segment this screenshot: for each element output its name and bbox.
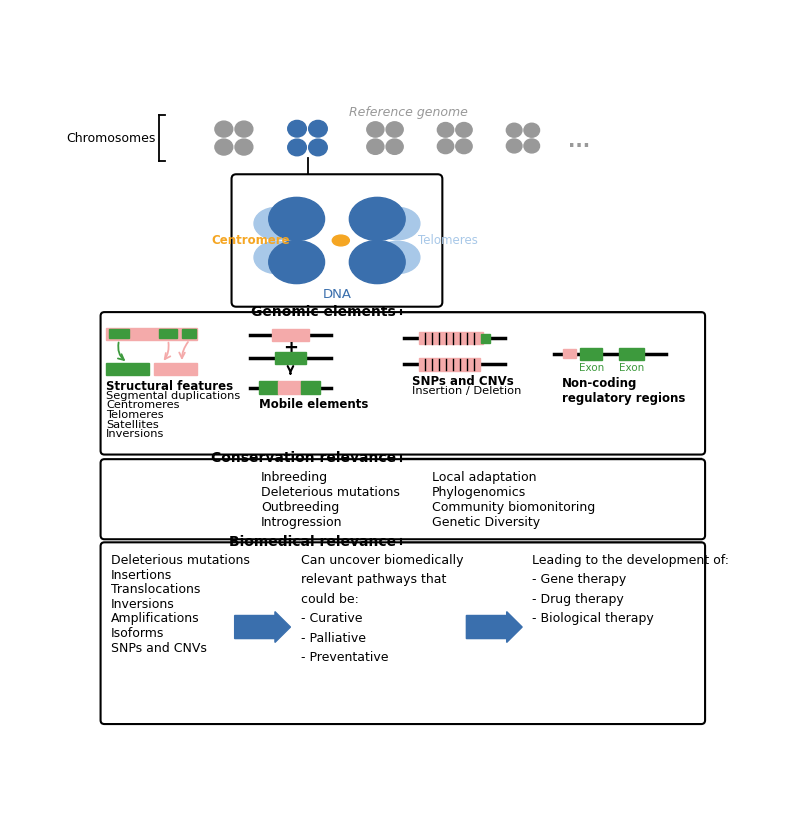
Ellipse shape: [349, 240, 405, 283]
Text: Community biomonitoring: Community biomonitoring: [432, 501, 595, 514]
Text: Mobile elements: Mobile elements: [259, 399, 369, 411]
Bar: [580, 347, 602, 359]
Text: Non-coding
regulatory regions: Non-coding regulatory regions: [562, 377, 685, 404]
Bar: [278, 382, 301, 394]
FancyBboxPatch shape: [101, 459, 705, 539]
Text: Inversions: Inversions: [111, 598, 174, 611]
Text: SNPs and CNVs: SNPs and CNVs: [412, 375, 514, 388]
Ellipse shape: [386, 139, 403, 154]
FancyArrow shape: [466, 612, 522, 642]
Ellipse shape: [235, 139, 253, 155]
Ellipse shape: [326, 232, 347, 249]
Text: Reference genome: Reference genome: [349, 105, 468, 118]
Text: Inversions: Inversions: [106, 429, 164, 440]
Bar: [564, 349, 575, 359]
Text: Translocations: Translocations: [111, 583, 200, 596]
Ellipse shape: [254, 241, 299, 274]
Ellipse shape: [309, 139, 327, 156]
Text: Genetic Diversity: Genetic Diversity: [432, 516, 540, 529]
Ellipse shape: [521, 136, 525, 140]
FancyBboxPatch shape: [101, 542, 705, 724]
FancyBboxPatch shape: [232, 174, 443, 306]
Ellipse shape: [506, 123, 522, 137]
Bar: [481, 333, 490, 343]
Text: Deleterious mutations: Deleterious mutations: [261, 486, 400, 498]
Text: Amplifications: Amplifications: [111, 613, 200, 625]
Ellipse shape: [269, 240, 325, 283]
Ellipse shape: [437, 139, 454, 154]
Text: SNPs and CNVs: SNPs and CNVs: [111, 641, 207, 654]
Ellipse shape: [235, 121, 253, 137]
Text: Centromere: Centromere: [211, 234, 291, 247]
Bar: [109, 329, 129, 338]
Text: Biomedical relevance: Biomedical relevance: [229, 534, 396, 548]
Ellipse shape: [288, 120, 307, 137]
Ellipse shape: [288, 139, 307, 156]
Bar: [182, 329, 196, 338]
Text: Satellites: Satellites: [106, 419, 159, 430]
Text: Exon: Exon: [578, 363, 604, 373]
Ellipse shape: [269, 198, 325, 240]
Bar: [419, 359, 479, 371]
Text: Exon: Exon: [619, 363, 644, 373]
Ellipse shape: [375, 241, 420, 274]
Ellipse shape: [437, 123, 454, 137]
Bar: [619, 347, 644, 359]
Bar: [106, 328, 197, 340]
Text: Leading to the development of:
- Gene therapy
- Drug therapy
- Biological therap: Leading to the development of: - Gene th…: [532, 554, 729, 625]
Ellipse shape: [215, 121, 233, 137]
Bar: [301, 382, 320, 394]
Text: Inbreeding: Inbreeding: [261, 471, 328, 484]
Ellipse shape: [215, 139, 233, 155]
Ellipse shape: [367, 139, 384, 154]
Bar: [419, 333, 483, 345]
Text: Can uncover biomedically
relevant pathways that
could be:
- Curative
- Palliativ: Can uncover biomedically relevant pathwa…: [301, 554, 464, 664]
Ellipse shape: [456, 123, 472, 137]
Text: Insertion / Deletion: Insertion / Deletion: [412, 386, 521, 396]
Text: Segmental duplications: Segmental duplications: [106, 391, 241, 400]
Bar: [182, 329, 196, 338]
Bar: [159, 329, 178, 338]
Text: Centromeres: Centromeres: [106, 400, 179, 410]
Text: +: +: [283, 338, 298, 356]
Ellipse shape: [375, 208, 420, 239]
Ellipse shape: [524, 139, 539, 153]
Ellipse shape: [332, 235, 349, 246]
Bar: [259, 382, 278, 394]
Text: Insertions: Insertions: [111, 569, 172, 582]
Text: ...: ...: [567, 132, 590, 151]
Text: DNA: DNA: [322, 288, 351, 301]
Text: Conservation relevance: Conservation relevance: [211, 452, 396, 466]
Text: Telomeres: Telomeres: [106, 410, 163, 420]
Ellipse shape: [349, 198, 405, 240]
Ellipse shape: [453, 136, 457, 140]
Ellipse shape: [367, 122, 384, 137]
Text: Structural features: Structural features: [106, 380, 233, 393]
Bar: [275, 352, 306, 364]
Text: Deleterious mutations: Deleterious mutations: [111, 554, 249, 567]
Text: Phylogenomics: Phylogenomics: [432, 486, 526, 498]
Text: Telomeres: Telomeres: [418, 234, 478, 247]
Text: Introgression: Introgression: [261, 516, 343, 529]
Ellipse shape: [383, 136, 387, 140]
Bar: [154, 363, 197, 375]
Ellipse shape: [232, 136, 236, 140]
Ellipse shape: [254, 208, 299, 239]
Text: Isoforms: Isoforms: [111, 627, 164, 640]
Text: Outbreeding: Outbreeding: [261, 501, 340, 514]
Ellipse shape: [309, 120, 327, 137]
Text: Local adaptation: Local adaptation: [432, 471, 536, 484]
Ellipse shape: [506, 139, 522, 153]
FancyBboxPatch shape: [101, 312, 705, 454]
Ellipse shape: [386, 122, 403, 137]
Ellipse shape: [524, 123, 539, 137]
Text: Chromosomes: Chromosomes: [66, 132, 156, 145]
Bar: [272, 329, 309, 342]
Ellipse shape: [456, 139, 472, 154]
Text: Genomic elements: Genomic elements: [251, 305, 396, 319]
Ellipse shape: [305, 136, 310, 141]
FancyArrow shape: [235, 612, 291, 642]
Bar: [106, 363, 149, 375]
